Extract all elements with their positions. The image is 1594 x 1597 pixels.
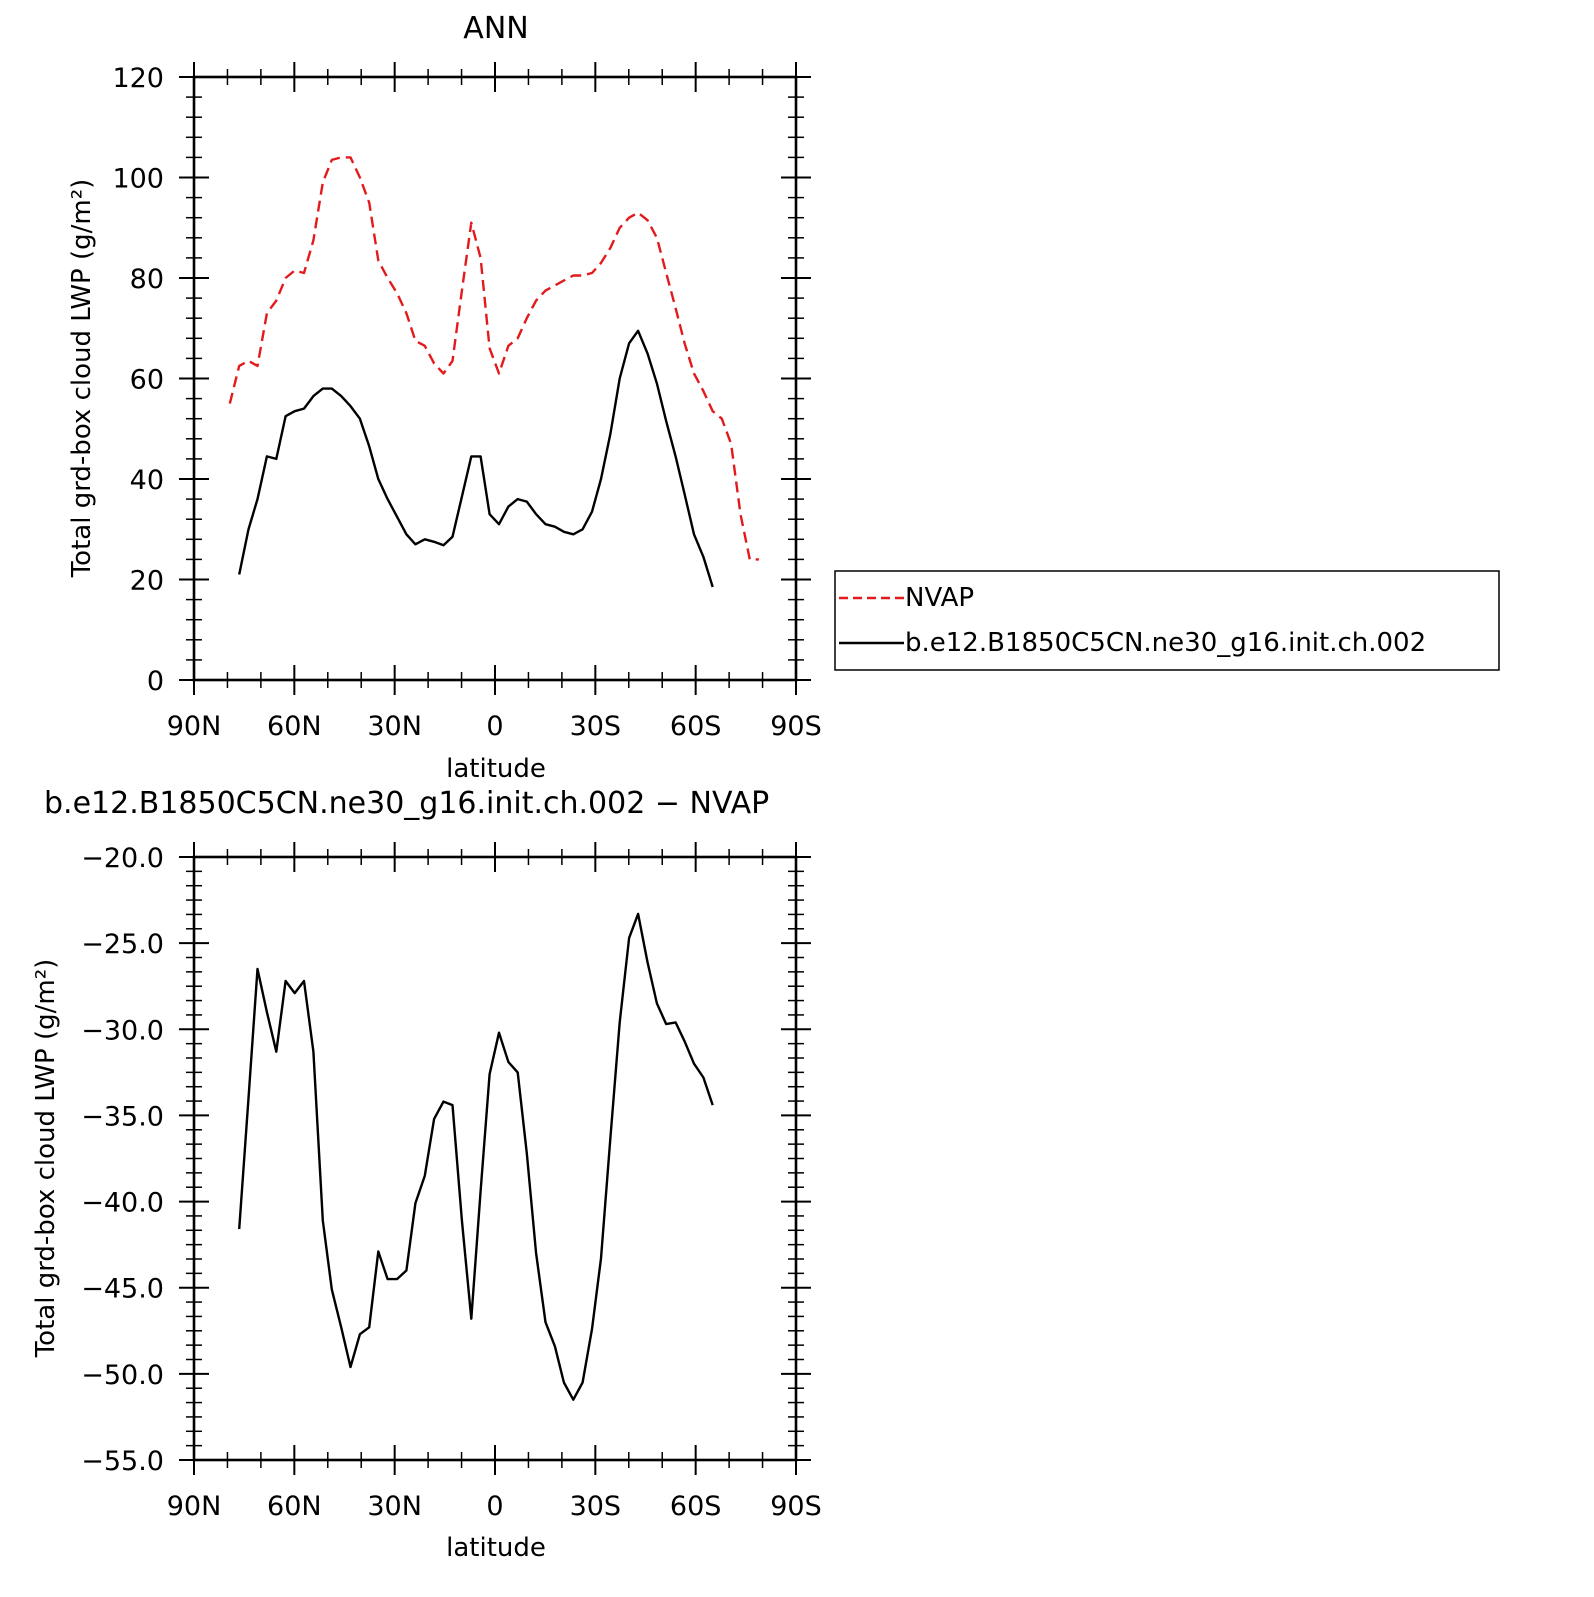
top-xtick-label: 60S: [670, 711, 722, 742]
bottom-series: [238, 912, 714, 1401]
bottom-ytick-label: −40.0: [81, 1188, 164, 1219]
bottom-xtick-label: 60S: [670, 1491, 722, 1522]
bottom-ytick-label: −50.0: [81, 1360, 164, 1391]
bottom-xtick-label: 60N: [267, 1491, 322, 1522]
bottom-ytick-label: −25.0: [81, 929, 164, 960]
top-series-line-model: [238, 329, 714, 588]
top-ytick-label: 80: [130, 264, 164, 295]
bottom-xtick-label: 90N: [167, 1491, 222, 1522]
top-ytick-label: 100: [112, 164, 164, 195]
bottom-y-tick-labels: −55.0 −50.0 −45.0 −40.0 −35.0 −30.0 −25.0 −20.0: [81, 843, 164, 1477]
bottom-ytick-label: −20.0: [81, 843, 164, 874]
top-x-tick-labels: 90N 60N 30N 0 30S 60S 90S: [167, 711, 822, 742]
bottom-y-axis-label: Total grd-box cloud LWP (g/m²): [31, 959, 61, 1359]
top-ytick-label: 0: [147, 666, 164, 697]
bottom-ytick-label: −35.0: [81, 1101, 164, 1132]
bottom-ytick-label: −55.0: [81, 1446, 164, 1477]
top-series-line-nvap: [228, 156, 759, 561]
top-xtick-label: 90N: [167, 711, 222, 742]
top-ytick-label: 60: [130, 365, 164, 396]
bottom-x-tick-labels: 90N 60N 30N 0 30S 60S 90S: [167, 1491, 822, 1522]
legend-box: [834, 570, 1500, 671]
bottom-ytick-label: −45.0: [81, 1274, 164, 1305]
top-ytick-label: 20: [130, 566, 164, 597]
top-xtick-label: 60N: [267, 711, 322, 742]
bottom-plot-frame: [192, 855, 798, 1462]
top-series: [228, 156, 759, 588]
bottom-chart-panel: b.e12.B1850C5CN.ne30_g16.init.ch.002 − N…: [31, 786, 822, 1563]
top-y-tick-labels: 0 20 40 60 80 100 120: [112, 63, 164, 697]
top-plot-frame: [192, 75, 798, 682]
top-ytick-label: 120: [112, 63, 164, 94]
bottom-x-axis-label: latitude: [446, 1533, 546, 1563]
top-xtick-label: 0: [486, 711, 503, 742]
legend: NVAP b.e12.B1850C5CN.ne30_g16.init.ch.00…: [834, 570, 1500, 671]
top-xtick-label: 30N: [367, 711, 422, 742]
bottom-series-line-model: [238, 912, 714, 1401]
bottom-xtick-label: 30N: [367, 1491, 422, 1522]
top-xtick-label: 30S: [570, 711, 622, 742]
top-x-axis-label: latitude: [446, 754, 546, 784]
top-tick-marks: [179, 62, 811, 695]
top-xtick-label: 90S: [770, 711, 822, 742]
legend-label-model: b.e12.B1850C5CN.ne30_g16.init.ch.002: [905, 628, 1426, 658]
bottom-tick-marks: [179, 842, 811, 1475]
bottom-xtick-label: 90S: [770, 1491, 822, 1522]
bottom-xtick-label: 0: [486, 1491, 503, 1522]
legend-label-nvap: NVAP: [905, 583, 974, 613]
bottom-xtick-label: 30S: [570, 1491, 622, 1522]
top-y-axis-label: Total grd-box cloud LWP (g/m²): [67, 179, 97, 579]
top-ytick-label: 40: [130, 465, 164, 496]
top-chart-title: ANN: [463, 11, 528, 46]
bottom-chart-title: b.e12.B1850C5CN.ne30_g16.init.ch.002 − N…: [44, 786, 769, 821]
bottom-ytick-label: −30.0: [81, 1015, 164, 1046]
